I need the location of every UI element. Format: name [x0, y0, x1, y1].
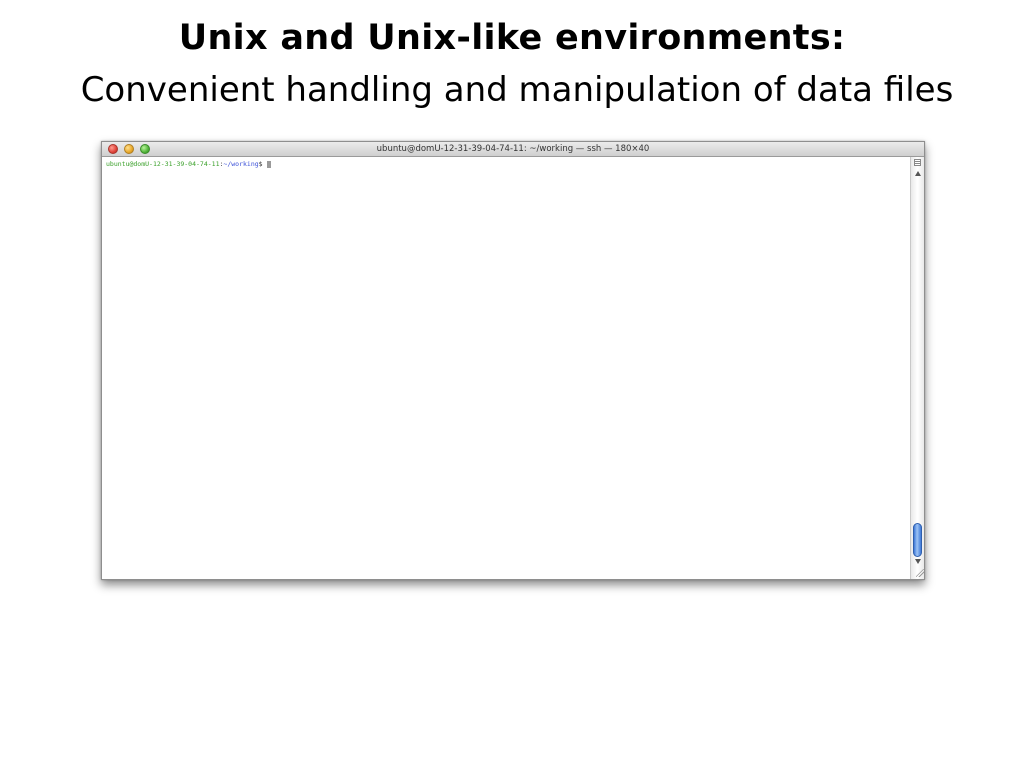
minimize-traffic-light-icon[interactable] [124, 144, 134, 154]
terminal-content[interactable]: ubuntu@domU-12-31-39-04-74-11:~/working$ [102, 157, 910, 579]
terminal-window: ubuntu@domU-12-31-39-04-74-11: ~/working… [101, 141, 925, 580]
close-traffic-light-icon[interactable] [108, 144, 118, 154]
scroll-thumb[interactable] [913, 523, 922, 557]
text-cursor [266, 160, 271, 168]
resize-grip-icon[interactable] [916, 569, 924, 577]
arrow-up-icon[interactable] [915, 171, 921, 176]
terminal-titlebar[interactable]: ubuntu@domU-12-31-39-04-74-11: ~/working… [102, 142, 924, 157]
window-title: ubuntu@domU-12-31-39-04-74-11: ~/working… [376, 144, 650, 154]
split-pane-icon[interactable] [914, 159, 921, 166]
prompt-user-host: ubuntu@domU-12-31-39-04-74-11 [106, 160, 220, 168]
zoom-traffic-light-icon[interactable] [140, 144, 150, 154]
arrow-down-icon[interactable] [915, 559, 921, 564]
vertical-scrollbar[interactable] [910, 157, 924, 579]
prompt-separator: : [219, 160, 224, 168]
slide-title: Unix and Unix-like environments: [178, 18, 846, 58]
prompt-line: ubuntu@domU-12-31-39-04-74-11:~/working$ [106, 160, 271, 169]
prompt-symbol: $ [258, 160, 263, 168]
slide-subtitle: Convenient handling and manipulation of … [80, 70, 954, 110]
prompt-path: ~/working [223, 160, 259, 168]
